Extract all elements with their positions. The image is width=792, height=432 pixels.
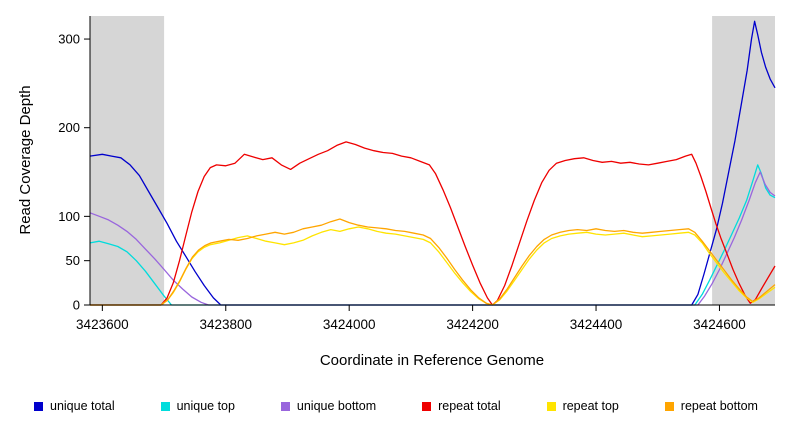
legend-swatch [160,401,170,411]
legend-label: unique total [50,399,115,413]
legend-label: repeat total [438,399,501,413]
series-line-repeat-total [90,141,776,306]
x-tick-label: 3424600 [693,317,746,332]
axes-group: 0 50 100 200 300 3423600 3423800 3424000 3424200… [58,16,775,332]
x-tick-label: 3424200 [446,317,499,332]
shaded-region [712,16,775,305]
x-tick-label: 3423600 [76,317,129,332]
legend-swatch [664,401,674,411]
legend-swatch [34,401,43,411]
series-line-unique-top [89,164,776,306]
legend-item-repeat-top: repeat top [546,399,619,413]
y-tick-label: 0 [73,298,80,313]
legend-label: repeat bottom [680,399,758,413]
coverage-plot: 0 50 100 200 300 3423600 3423800 3424000 3424200… [17,16,776,332]
legend-item-unique-bottom: unique bottom [280,399,377,413]
y-tick-label: 50 [66,253,80,268]
series-line-unique-bottom [89,171,776,306]
legend-label: unique bottom [296,399,377,413]
legend-swatch [422,401,432,411]
legend-item-unique-total: unique total [34,399,115,413]
x-tick-label: 3424400 [570,317,623,332]
y-axis-title: Read Coverage Depth [17,85,34,234]
series-group [89,20,776,306]
legend: unique total unique top unique bottom repea… [0,399,792,413]
series-line-repeat-top [90,226,776,306]
series-line-unique-total [89,20,776,306]
legend-swatch [546,401,556,411]
y-tick-label: 200 [58,120,80,135]
legend-item-repeat-bottom: repeat bottom [664,399,758,413]
legend-item-repeat-total: repeat total [422,399,501,413]
legend-swatch [280,401,290,411]
shaded-region [90,16,165,305]
x-tick-label: 3423800 [199,317,252,332]
legend-item-unique-top: unique top [160,399,235,413]
x-axis-title: Coordinate in Reference Genome [319,352,545,369]
legend-label: unique top [176,399,235,413]
y-tick-label: 100 [58,209,80,224]
x-tick-label: 3424000 [323,317,376,332]
legend-label: repeat top [562,399,619,413]
y-tick-label: 300 [58,32,80,47]
series-line-repeat-bottom [90,218,776,306]
